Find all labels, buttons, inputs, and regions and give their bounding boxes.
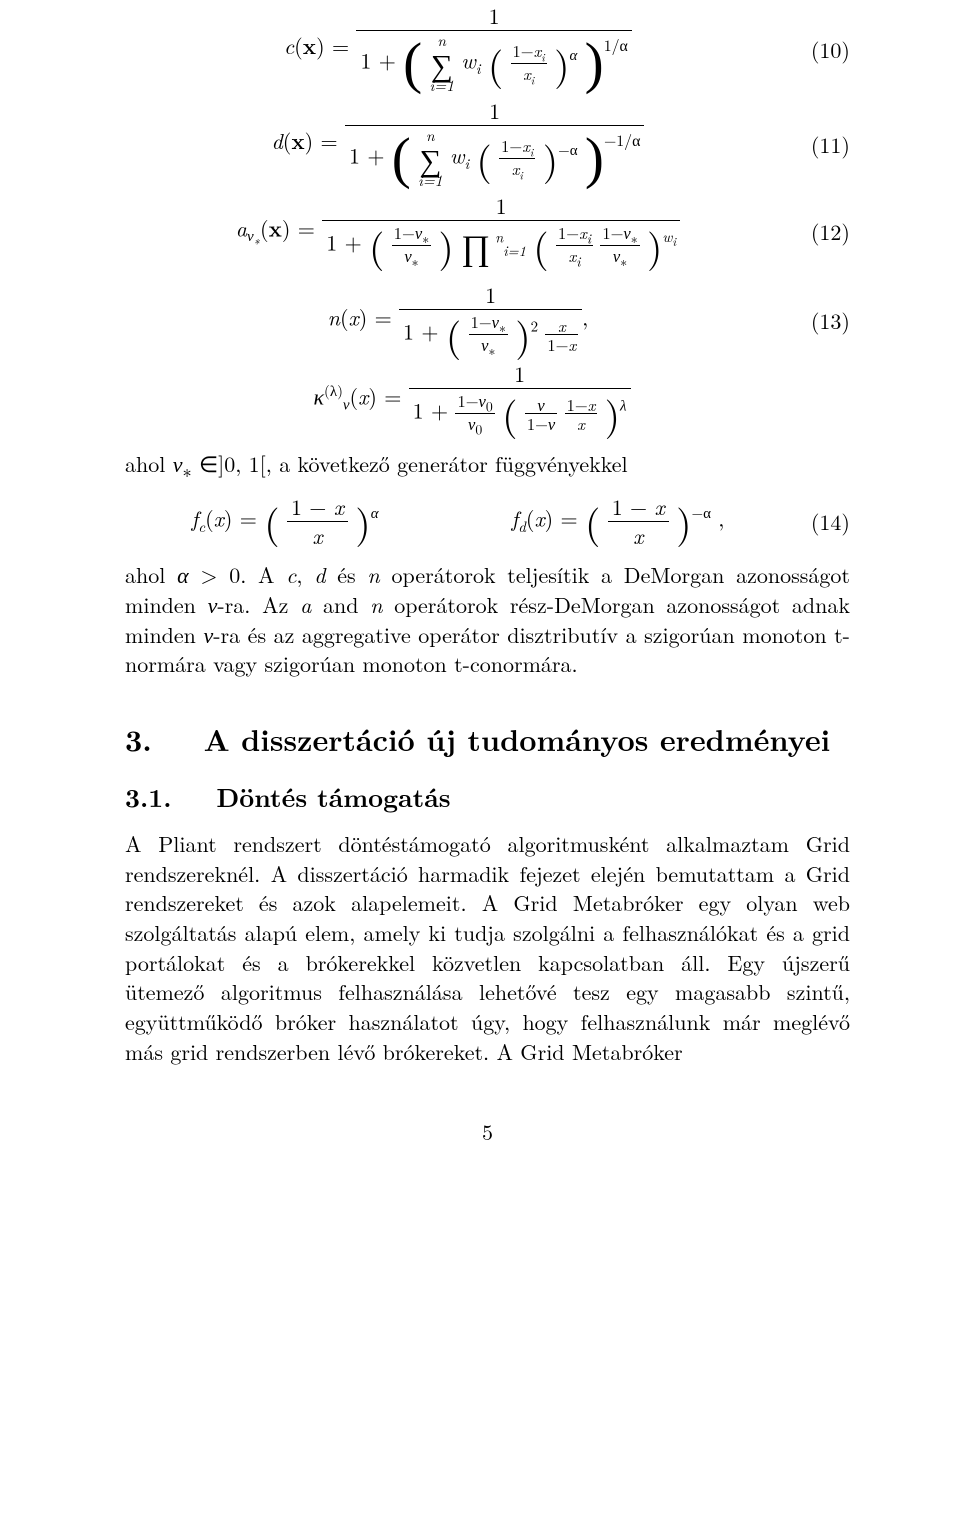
body-paragraph-3-1: A Pliant rendszert döntéstámogató algori… <box>125 829 850 1067</box>
equation-number: (11) <box>791 129 850 160</box>
power-2: 2 <box>531 315 538 336</box>
page-content: c(x) = 1 1 + ( n∑i=1 wi ( 1−xixi )α )1/α… <box>0 4 960 1187</box>
inner-power: α <box>569 44 577 65</box>
section-heading: 3. A disszertáció új tudományos eredmény… <box>125 717 850 760</box>
equation-12-body: aν∗(x) = 1 1 + ( 1−ν∗ν∗ ) ∏ ni=1 ( 1−xix… <box>125 194 791 269</box>
equation-10: c(x) = 1 1 + ( n∑i=1 wi ( 1−xixi )α )1/α… <box>125 4 850 95</box>
equation-number: (13) <box>791 305 850 336</box>
equation-number-blank <box>819 384 850 415</box>
text-ahol-nu: ahol ν∗ ∈]0, 1[, a következő generátor f… <box>125 449 850 483</box>
trailing-comma-14: , <box>718 502 724 533</box>
page-number: 5 <box>125 1116 850 1147</box>
equation-14: fc(x) = ( 1 − xx )α fd(x) = ( 1 − xx )−α… <box>125 495 850 548</box>
kappa-sup: (λ) <box>324 380 343 401</box>
equation-12: aν∗(x) = 1 1 + ( 1−ν∗ν∗ ) ∏ ni=1 ( 1−xix… <box>125 194 850 269</box>
outer-power: 1/α <box>604 33 628 56</box>
equation-14-body: fc(x) = ( 1 − xx )α fd(x) = ( 1 − xx )−α… <box>125 495 791 548</box>
equation-number: (10) <box>791 34 850 65</box>
kappa-power: λ <box>620 394 626 415</box>
subsection-heading: 3.1. Döntés támogatás <box>125 778 850 815</box>
equation-kappa-body: κ(λ)ν(x) = 1 1 + 1−ν0ν0 ( ν1−ν 1−xx )λ <box>125 362 819 437</box>
fd-power: −α <box>691 502 710 523</box>
equation-number: (12) <box>791 216 850 247</box>
section-title: A disszertáció új tudományos eredményei <box>204 717 831 760</box>
equation-kappa: κ(λ)ν(x) = 1 1 + 1−ν0ν0 ( ν1−ν 1−xx )λ <box>125 362 850 437</box>
equation-11: d(x) = 1 1 + ( n∑i=1 wi ( 1−xixi )−α )−1… <box>125 99 850 190</box>
equation-11-body: d(x) = 1 1 + ( n∑i=1 wi ( 1−xixi )−α )−1… <box>125 99 791 190</box>
equation-number: (14) <box>791 506 850 537</box>
equation-13-body: n(x) = 1 1 + ( 1−ν∗ν∗ )2 x1−x , <box>125 283 791 358</box>
subsection-title: Döntés támogatás <box>216 778 450 815</box>
equation-13: n(x) = 1 1 + ( 1−ν∗ν∗ )2 x1−x , (13) <box>125 283 850 358</box>
power-wi: wi <box>662 226 676 247</box>
kappa-sub: ν <box>343 393 350 414</box>
subsection-number: 3.1. <box>125 778 172 815</box>
section-number: 3. <box>125 717 152 760</box>
equation-10-body: c(x) = 1 1 + ( n∑i=1 wi ( 1−xixi )α )1/α <box>125 4 791 95</box>
text-ahol-alpha: ahol α > 0. A c, d és n operátorok telje… <box>125 560 850 679</box>
outer-power-11: −1/α <box>604 128 640 151</box>
fc-power: α <box>371 502 379 523</box>
trailing-comma: , <box>582 301 588 332</box>
sum-bottom: i=1 <box>430 78 454 95</box>
inner-power-11: −α <box>558 139 577 160</box>
